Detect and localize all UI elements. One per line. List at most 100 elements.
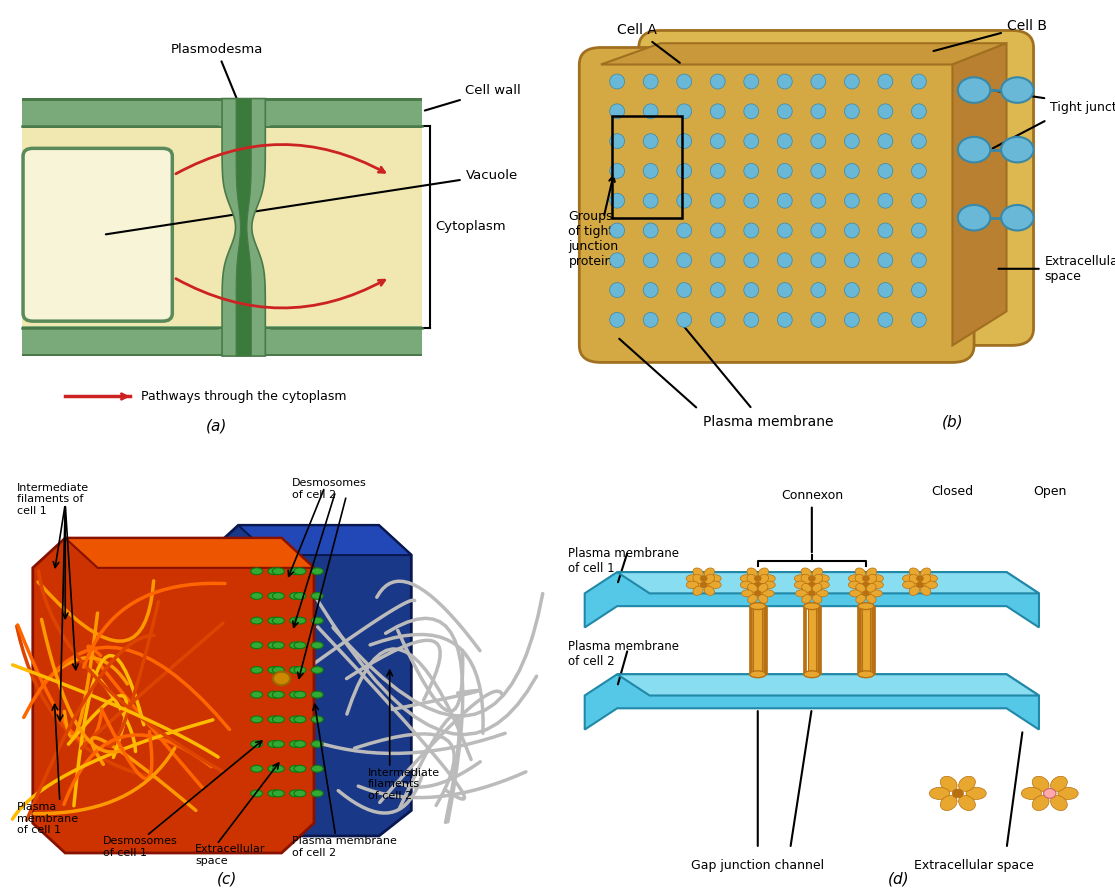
Ellipse shape bbox=[794, 582, 807, 589]
Ellipse shape bbox=[251, 617, 263, 624]
Ellipse shape bbox=[959, 776, 976, 791]
Ellipse shape bbox=[290, 592, 301, 599]
Ellipse shape bbox=[902, 582, 915, 589]
Text: Intermediate
filaments
of cell 2: Intermediate filaments of cell 2 bbox=[368, 768, 440, 801]
Ellipse shape bbox=[1032, 776, 1049, 791]
Circle shape bbox=[1044, 788, 1056, 798]
Ellipse shape bbox=[930, 788, 950, 799]
Ellipse shape bbox=[758, 574, 768, 583]
Ellipse shape bbox=[813, 580, 823, 589]
Ellipse shape bbox=[811, 163, 826, 178]
Ellipse shape bbox=[911, 134, 927, 149]
Ellipse shape bbox=[817, 582, 830, 589]
Ellipse shape bbox=[777, 282, 793, 297]
Circle shape bbox=[700, 576, 707, 582]
Ellipse shape bbox=[758, 586, 768, 596]
Text: Cytoplasm: Cytoplasm bbox=[436, 220, 506, 233]
Ellipse shape bbox=[878, 223, 893, 238]
Ellipse shape bbox=[705, 568, 715, 577]
Ellipse shape bbox=[844, 74, 860, 89]
Circle shape bbox=[754, 582, 762, 588]
Ellipse shape bbox=[878, 163, 893, 178]
Text: Plasma membrane
of cell 1: Plasma membrane of cell 1 bbox=[569, 547, 679, 574]
Circle shape bbox=[862, 582, 870, 588]
Ellipse shape bbox=[911, 74, 927, 89]
Ellipse shape bbox=[911, 104, 927, 119]
Circle shape bbox=[808, 576, 815, 582]
Text: Extracellular
space: Extracellular space bbox=[195, 844, 265, 866]
Ellipse shape bbox=[610, 313, 624, 327]
Bar bbox=[22, 354, 423, 356]
Ellipse shape bbox=[744, 74, 758, 89]
Ellipse shape bbox=[758, 595, 768, 603]
Ellipse shape bbox=[692, 586, 704, 596]
Ellipse shape bbox=[272, 592, 284, 599]
Ellipse shape bbox=[811, 253, 826, 268]
Ellipse shape bbox=[311, 692, 323, 698]
Ellipse shape bbox=[850, 590, 861, 597]
Ellipse shape bbox=[748, 583, 757, 592]
Ellipse shape bbox=[677, 223, 691, 238]
Ellipse shape bbox=[909, 580, 920, 589]
Circle shape bbox=[958, 77, 990, 103]
Ellipse shape bbox=[677, 313, 691, 327]
Text: Cell B: Cell B bbox=[933, 19, 1047, 51]
Bar bbox=[817, 606, 821, 674]
Ellipse shape bbox=[610, 163, 624, 178]
Ellipse shape bbox=[290, 667, 301, 674]
Ellipse shape bbox=[710, 223, 725, 238]
Text: Closed: Closed bbox=[931, 485, 973, 498]
Ellipse shape bbox=[855, 580, 865, 589]
Ellipse shape bbox=[909, 568, 920, 577]
Polygon shape bbox=[239, 525, 411, 555]
Ellipse shape bbox=[1050, 796, 1067, 811]
Ellipse shape bbox=[272, 790, 284, 797]
Ellipse shape bbox=[857, 671, 874, 677]
Text: Groups
of tight
junction
proteins: Groups of tight junction proteins bbox=[569, 210, 619, 268]
Ellipse shape bbox=[959, 796, 976, 811]
Ellipse shape bbox=[878, 104, 893, 119]
Ellipse shape bbox=[311, 642, 323, 649]
Circle shape bbox=[808, 590, 815, 596]
Ellipse shape bbox=[921, 580, 931, 589]
Text: Plasma membrane: Plasma membrane bbox=[704, 415, 834, 429]
Text: Cell A: Cell A bbox=[618, 23, 680, 63]
Ellipse shape bbox=[311, 716, 323, 723]
Ellipse shape bbox=[290, 692, 301, 698]
Polygon shape bbox=[32, 538, 314, 853]
Bar bbox=[754, 606, 762, 674]
Ellipse shape bbox=[844, 163, 860, 178]
Ellipse shape bbox=[744, 134, 758, 149]
Text: Extracellular
space: Extracellular space bbox=[998, 254, 1115, 283]
Ellipse shape bbox=[747, 586, 757, 596]
Ellipse shape bbox=[268, 592, 280, 599]
Ellipse shape bbox=[294, 790, 306, 797]
Ellipse shape bbox=[747, 568, 757, 577]
Ellipse shape bbox=[710, 282, 725, 297]
Ellipse shape bbox=[871, 582, 883, 589]
Text: Plasma membrane
of cell 2: Plasma membrane of cell 2 bbox=[292, 836, 397, 857]
Ellipse shape bbox=[844, 194, 860, 208]
Ellipse shape bbox=[802, 595, 812, 603]
Ellipse shape bbox=[677, 253, 691, 268]
Ellipse shape bbox=[251, 741, 263, 747]
Ellipse shape bbox=[744, 104, 758, 119]
Ellipse shape bbox=[741, 590, 753, 597]
Ellipse shape bbox=[871, 590, 882, 597]
Ellipse shape bbox=[811, 282, 826, 297]
Ellipse shape bbox=[777, 253, 793, 268]
Ellipse shape bbox=[777, 223, 793, 238]
Ellipse shape bbox=[251, 592, 263, 599]
Ellipse shape bbox=[871, 574, 883, 582]
Text: Vacuole: Vacuole bbox=[106, 168, 517, 235]
Ellipse shape bbox=[856, 595, 865, 603]
Ellipse shape bbox=[921, 568, 931, 577]
Ellipse shape bbox=[856, 583, 865, 592]
Ellipse shape bbox=[813, 574, 823, 583]
Ellipse shape bbox=[844, 223, 860, 238]
Ellipse shape bbox=[677, 74, 691, 89]
Circle shape bbox=[1001, 137, 1034, 162]
Ellipse shape bbox=[925, 582, 938, 589]
Ellipse shape bbox=[844, 313, 860, 327]
Ellipse shape bbox=[710, 253, 725, 268]
